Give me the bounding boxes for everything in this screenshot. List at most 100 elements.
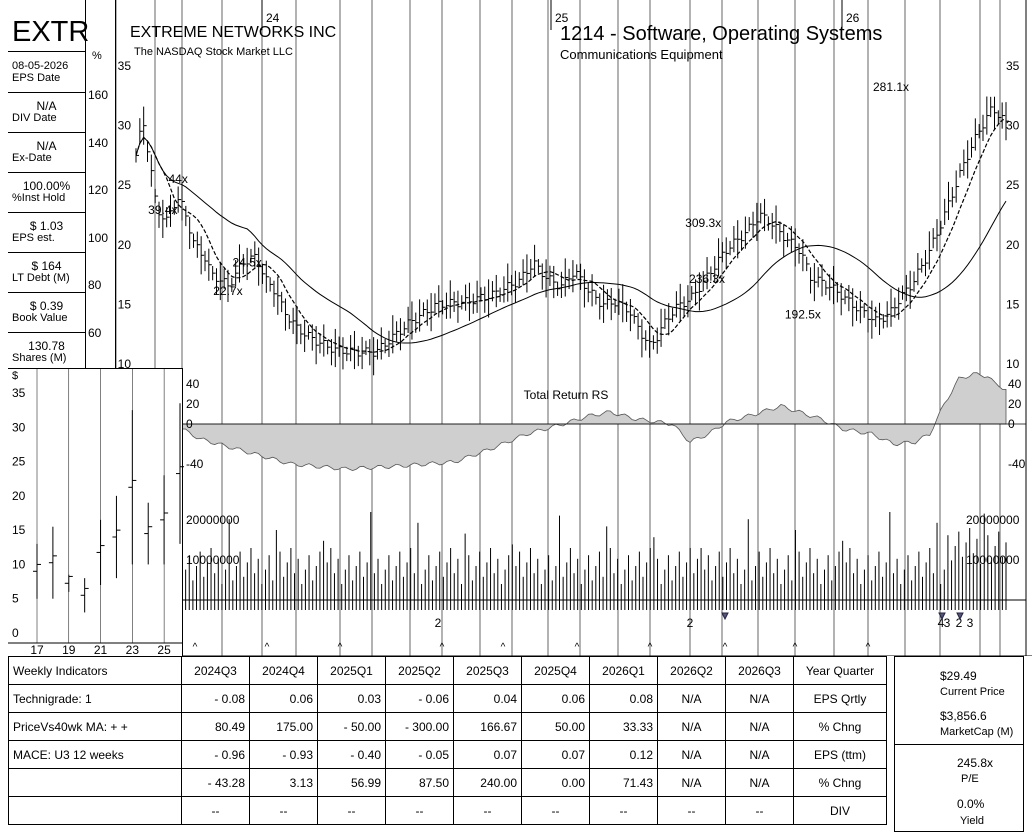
total-return-rs-area — [181, 372, 1007, 472]
pct-axis-tick: 140 — [88, 135, 109, 150]
table-row: -- -- -- -- -- -- -- -- -- DIV — [8, 796, 887, 825]
indicator-metric: EPS (ttm) — [793, 740, 887, 769]
indicator-cell: 0.08 — [589, 684, 658, 713]
sidebar-rule — [85, 0, 86, 368]
y-tick-label: 15 — [118, 297, 132, 311]
pct-axis-tick: 80 — [88, 278, 102, 293]
indicator-cell: - 0.05 — [385, 740, 454, 769]
caret-marker: ^ — [501, 642, 506, 653]
sidebar-stat-value: 08-05-2026 — [12, 60, 69, 72]
ma-long-line — [135, 136, 1007, 344]
indicator-metric: DIV — [793, 796, 887, 825]
volume-tick-label-right: 10000000 — [966, 553, 1020, 567]
caret-marker: ^ — [793, 642, 798, 653]
sidebar-stat-label: EPS Date — [12, 72, 61, 84]
inset-y-tick-label: 20 — [12, 489, 26, 503]
x-tick-label: 25 — [555, 11, 569, 25]
table-title: Weekly Indicators — [8, 656, 182, 685]
rs-title: Total Return RS — [524, 388, 609, 402]
sidebar-stat-label: LT Debt (M) — [12, 272, 70, 284]
y-tick-label-right: 10 — [1006, 357, 1020, 371]
inset-y-tick-label: 25 — [12, 455, 26, 469]
indicator-metric: % Chng — [793, 712, 887, 741]
caret-marker: ^ — [440, 642, 445, 653]
quarter-header: 2025Q1 — [317, 656, 386, 685]
indicator-cell: 80.49 — [181, 712, 250, 741]
market-cap-value: $3,856.6 — [940, 709, 987, 723]
inset-x-tick-label: 23 — [126, 643, 140, 657]
y-tick-label: 30 — [118, 119, 132, 133]
indicator-cell: -- — [521, 796, 590, 825]
sidebar-stat-label: Ex-Date — [12, 152, 52, 164]
table-row: MACE: U3 12 weeks - 0.96- 0.93- 0.40- 0.0… — [8, 740, 887, 769]
sidebar-stat: 100.00% %Inst Hold — [8, 172, 85, 213]
indicator-label — [8, 768, 182, 797]
sidebar-stat-value: $ 164 — [31, 259, 62, 273]
yield-value: 0.0% — [957, 797, 985, 811]
indicator-cell: -- — [249, 796, 318, 825]
indicator-cell: 0.07 — [521, 740, 590, 769]
sidebar-stat-label: %Inst Hold — [12, 192, 66, 204]
y-tick-label: 20 — [118, 238, 132, 252]
indicator-cell: - 0.40 — [317, 740, 386, 769]
indicator-cell: - 50.00 — [317, 712, 386, 741]
indicator-cell: 175.00 — [249, 712, 318, 741]
y-tick-label-right: 25 — [1006, 178, 1020, 192]
indicator-cell: N/A — [725, 684, 794, 713]
caret-marker: ^ — [575, 642, 580, 653]
pe-annotation: 44x — [168, 172, 187, 186]
price-bars — [135, 96, 1009, 376]
caret-marker: ^ — [193, 642, 198, 653]
indicator-cell: N/A — [725, 712, 794, 741]
quarter-header: 2026Q1 — [589, 656, 658, 685]
indicator-cell: 240.00 — [453, 768, 522, 797]
indicator-cell: 0.06 — [249, 684, 318, 713]
caret-marker: ^ — [648, 642, 653, 653]
current-price-label: Current Price — [940, 686, 1005, 698]
caret-marker: ^ — [265, 642, 270, 653]
current-price-value: $29.49 — [940, 669, 977, 683]
sidebar-stat-value: 100.00% — [22, 179, 71, 193]
rs-tick-label-right: 40 — [1008, 377, 1022, 391]
x-tick-label: 26 — [846, 11, 860, 25]
table-row: Weekly Indicators 2024Q3 2024Q4 2025Q1 2… — [8, 656, 887, 685]
annual-range-chart: 0 5 10 15 20 25 30 35 17 19 21 23 25 — [8, 368, 184, 657]
inset-y-tick-label: 10 — [12, 557, 26, 571]
inset-x-tick-label: 19 — [62, 643, 76, 657]
pe-annotation: 236.3x — [689, 272, 725, 286]
year-quarter-header: Year Quarter — [793, 656, 887, 685]
indicator-cell: N/A — [657, 684, 726, 713]
indicator-cell: 33.33 — [589, 712, 658, 741]
sidebar-stat-label: Book Value — [12, 312, 68, 324]
x-tick-label: 24 — [266, 11, 280, 25]
sidebar-stat-label: DIV Date — [12, 112, 57, 124]
indicator-cell: - 0.08 — [181, 684, 250, 713]
inset-x-tick-label: 25 — [157, 643, 171, 657]
quarter-header: 2024Q4 — [249, 656, 318, 685]
rs-tick-label-right: -40 — [1008, 457, 1026, 471]
earnings-marker — [956, 612, 964, 621]
ticker-divider — [8, 51, 86, 52]
volume-bars — [181, 512, 1007, 610]
y-tick-label-right: 20 — [1006, 238, 1020, 252]
sidebar-stat-label: EPS est. — [12, 232, 55, 244]
pct-axis-tick: 160 — [88, 88, 109, 102]
sidebar-stat: N/A Ex-Date — [8, 132, 85, 173]
indicator-cell: -- — [317, 796, 386, 825]
indicator-cell: -- — [181, 796, 250, 825]
weekly-indicators-table: Weekly Indicators 2024Q3 2024Q4 2025Q1 2… — [8, 656, 887, 825]
sector-name: Communications Equipment — [560, 47, 723, 62]
pct-axis-label: % — [92, 50, 102, 62]
quarter-header: 2025Q3 — [453, 656, 522, 685]
earnings-marker — [938, 612, 946, 621]
quarter-header: 2024Q3 — [181, 656, 250, 685]
indicator-cell: 0.07 — [453, 740, 522, 769]
sidebar-stat: N/A DIV Date — [8, 92, 85, 133]
volume-bottom-label: 2 — [435, 616, 442, 630]
pe-annotation: 39.4x — [148, 203, 177, 217]
pct-axis-tick: 60 — [88, 326, 102, 340]
table-row: PriceVs40wk MA: + +80.49 175.00- 50.00- 3… — [8, 712, 887, 741]
indicator-cell: -- — [453, 796, 522, 825]
sidebar-stat-label: Shares (M) — [12, 352, 67, 364]
indicator-cell: - 43.28 — [181, 768, 250, 797]
